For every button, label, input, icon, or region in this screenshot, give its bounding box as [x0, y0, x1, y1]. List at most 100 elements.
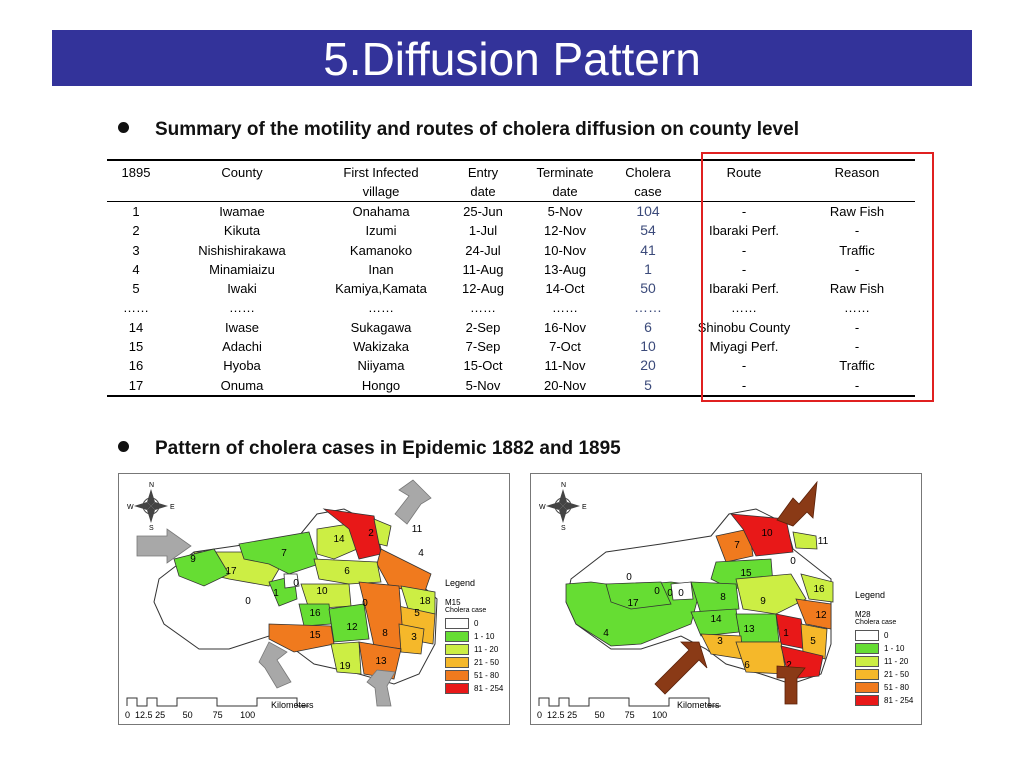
scale-tick: 12.5	[135, 710, 153, 720]
header-route-text: Route	[726, 165, 762, 180]
cell-reason: -	[854, 319, 860, 335]
map-1882-drawing: N W E S 2 14 11 9 7 17 6 4 0 1 10 18 0 0 5 16 12 8 3 15 19 13	[126, 479, 438, 707]
region-9	[173, 548, 230, 587]
header-cases-line2: case	[634, 184, 662, 199]
legend-row: 51 - 80	[855, 681, 913, 694]
cell-county: Minamiaizu	[209, 261, 275, 277]
region-13	[358, 641, 402, 680]
legend-label: 51 - 80	[474, 671, 499, 680]
legend-row: 0	[445, 617, 503, 630]
legend-swatch	[445, 618, 469, 629]
legend-id: M28	[855, 610, 871, 619]
cell-cases: 20	[640, 357, 656, 374]
region-number-label: 12	[346, 622, 358, 633]
table-row: …… …… …… …… …… …… …… ……	[107, 298, 915, 317]
header-entry-line1: Entry	[467, 165, 499, 180]
cell-terminate: 11-Nov	[544, 358, 586, 374]
region-0-small	[283, 573, 300, 589]
cell-village: Onahama	[352, 204, 410, 219]
cell-county: Kikuta	[223, 223, 261, 239]
cell-reason: -	[854, 223, 860, 239]
legend-label: 0	[884, 631, 889, 640]
legend-label: 81 - 254	[884, 696, 914, 705]
scale-tick: 100	[652, 710, 668, 720]
legend-label: 21 - 50	[884, 670, 909, 679]
region-number-label: 0	[626, 572, 632, 583]
region-number-label: 4	[418, 548, 424, 559]
region-number-label: 8	[382, 628, 388, 639]
legend-subtitle: Cholera case	[445, 607, 487, 614]
inbound-route-arrow-icon	[776, 480, 818, 527]
section-heading-summary-text: Summary of the motility and routes of ch…	[155, 119, 799, 140]
region-12	[795, 598, 832, 630]
table-row: 2 Kikuta Izumi 1-Jul 12-Nov 54 Ibaraki Perf. -	[107, 221, 915, 240]
cell-no: 3	[132, 242, 140, 258]
section-heading-pattern: Pattern of cholera cases in Epidemic 188…	[118, 438, 621, 460]
cell-no: 17	[107, 375, 165, 397]
scale-bar	[126, 697, 309, 707]
compass-w: W	[539, 504, 546, 511]
cell-county: Adachi	[222, 339, 262, 355]
legend-label: 1 - 10	[884, 644, 905, 653]
legend-row: 1 - 10	[445, 630, 503, 643]
region-0-small	[670, 581, 694, 601]
cell-county: Iwase	[225, 319, 259, 335]
cell-terminate: 7-Oct	[549, 339, 581, 355]
region-number-label: 3	[411, 632, 417, 643]
scale-unit: Kilometers	[677, 700, 720, 710]
compass-e: E	[170, 504, 175, 511]
cell-entry: 12-Aug	[462, 281, 504, 297]
scale-ticks: 0 12.5 25 50 75 100	[125, 710, 255, 720]
legend-swatch	[855, 656, 879, 667]
cell-route: Ibaraki Perf.	[708, 223, 780, 239]
cell-entry: 7-Sep	[465, 339, 501, 355]
cell-cases: 41	[640, 241, 656, 258]
region-number-label: 2	[786, 660, 792, 671]
cell-route: ……	[731, 300, 757, 316]
legend-swatch	[855, 695, 879, 706]
region-number-label: 0	[667, 588, 673, 599]
region-number-label: 15	[740, 568, 752, 579]
table-row: 15 Adachi Wakizaka 7-Sep 7-Oct 10 Miyagi Perf.…	[107, 337, 915, 356]
legend-row: 21 - 50	[855, 668, 913, 681]
compass-s: S	[561, 525, 566, 532]
compass-rose-icon: N W E S	[127, 482, 175, 532]
legend-swatch	[445, 657, 469, 668]
cell-entry: ……	[470, 300, 496, 316]
cell-no: 2	[132, 223, 140, 239]
legend-row: 51 - 80	[445, 669, 503, 682]
region-number-label: 16	[309, 608, 321, 619]
scale-tick: 75	[212, 710, 223, 720]
header-terminate: Terminate date	[523, 159, 607, 202]
scale-tick: 75	[624, 710, 635, 720]
legend-swatch	[445, 683, 469, 694]
scale-tick: 25	[155, 710, 166, 720]
bullet-icon	[118, 122, 129, 134]
legend-subtitle: Cholera case	[855, 619, 897, 626]
region-number-label: 1	[273, 588, 279, 599]
region-12	[328, 603, 370, 643]
region-number-label: 6	[344, 566, 350, 577]
cell-village: Niiyama	[357, 358, 405, 374]
compass-n: N	[561, 482, 566, 489]
region-number-label: 0	[245, 596, 251, 607]
scale-bar	[538, 697, 721, 707]
cell-county: Onuma	[165, 375, 319, 397]
cell-no: 16	[128, 358, 144, 374]
region-9	[735, 573, 807, 615]
header-reason: Reason	[799, 159, 915, 202]
legend-label: 81 - 254	[474, 684, 504, 693]
cell-no: 15	[128, 339, 144, 355]
region-number-label: 19	[339, 661, 351, 672]
legend-swatch	[445, 631, 469, 642]
legend-label: 1 - 10	[474, 632, 495, 641]
map-legend: Legend M28 Cholera case 0 1 - 10 11 - 20…	[855, 590, 913, 707]
cell-reason: ……	[844, 300, 870, 316]
cell-cases: 6	[644, 318, 652, 335]
table-row: 1 Iwamae Onahama 25-Jun 5-Nov 104 - Raw Fish	[107, 202, 915, 222]
cell-terminate: 13-Aug	[544, 261, 586, 277]
table-row: 3 Nishishirakawa Kamanoko 24-Jul 10-Nov 41 - Tr…	[107, 241, 915, 260]
cell-village: Wakizaka	[353, 339, 409, 355]
header-route: Route	[689, 159, 799, 202]
